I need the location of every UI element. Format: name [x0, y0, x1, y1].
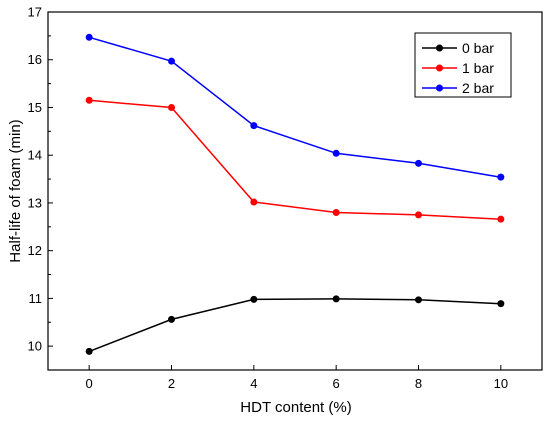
data-point: [415, 159, 422, 167]
legend-marker: [436, 84, 443, 92]
x-tick-label: 8: [415, 376, 422, 391]
data-point: [85, 96, 93, 104]
y-tick-label: 10: [28, 339, 42, 354]
data-point: [415, 211, 422, 219]
data-point: [250, 198, 258, 206]
legend-box: [414, 32, 512, 98]
data-point: [168, 57, 175, 65]
data-point: [332, 208, 340, 216]
legend-marker: [436, 64, 443, 72]
series-line-2: [88, 36, 501, 178]
y-tick-label: 13: [28, 195, 42, 210]
data-point: [168, 103, 175, 111]
data-point: [250, 295, 258, 303]
x-axis: 0 2 4 6 8 10: [86, 365, 508, 391]
x-axis-label: HDT content (%): [240, 399, 351, 416]
x-tick-label: 6: [333, 376, 340, 391]
y-tick-label: 14: [28, 148, 42, 163]
plot-frame: [47, 11, 543, 371]
legend-label: 1 bar: [462, 60, 494, 76]
y-axis-label: Half-life of foam (min): [7, 119, 24, 262]
data-point: [168, 315, 175, 323]
legend-label: 0 bar: [462, 40, 494, 56]
data-point: [332, 149, 340, 157]
data-point: [497, 300, 505, 308]
data-point: [85, 347, 93, 355]
y-tick-label: 12: [28, 243, 42, 258]
legend-label: 2 bar: [462, 80, 494, 96]
legend: 0 bar 1 bar 2 bar: [414, 32, 512, 98]
series-line-1: [89, 99, 501, 220]
series-line-0: [88, 298, 501, 353]
data-point: [497, 215, 505, 223]
data-point: [497, 173, 505, 181]
x-tick-label: 10: [494, 376, 508, 391]
legend-marker: [436, 44, 443, 52]
x-tick-label: 2: [168, 376, 175, 391]
data-point: [250, 122, 258, 130]
y-tick-label: 15: [28, 100, 42, 115]
x-tick-label: 4: [250, 376, 257, 391]
series-layer: [85, 33, 505, 355]
data-point: [85, 33, 93, 41]
y-tick-label: 16: [28, 52, 42, 67]
x-tick-label: 0: [86, 376, 93, 391]
y-tick-label: 17: [28, 5, 42, 20]
data-point: [415, 296, 422, 304]
y-tick-label: 11: [29, 291, 43, 306]
y-axis: 10 11 12 13 14 15 16 17: [28, 5, 53, 371]
data-point: [332, 295, 340, 303]
